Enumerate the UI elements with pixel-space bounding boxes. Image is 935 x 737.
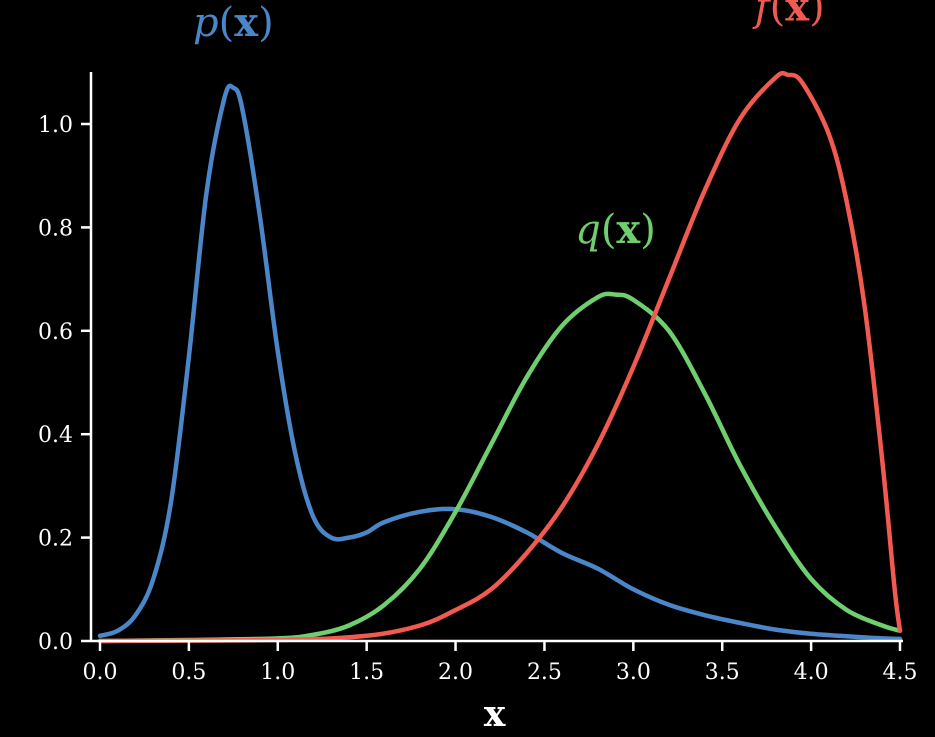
series-label-q: q(x)	[575, 206, 656, 253]
x-tick-label: 1.5	[349, 660, 384, 685]
series-label-arg: x	[616, 206, 641, 253]
series-label-p: p(x)	[193, 0, 274, 46]
x-tick-label: 3.0	[616, 660, 651, 685]
series-label-paren-close: )	[640, 207, 656, 253]
series-label-paren-close: )	[809, 0, 825, 31]
series-line-fx	[97, 70, 903, 644]
y-tick-label: 0.0	[38, 630, 73, 655]
series-label-fn: q	[575, 207, 601, 253]
x-tick-label: 0.0	[83, 660, 118, 685]
series-line-qx	[97, 291, 903, 644]
series-label-f: f(x)	[752, 0, 825, 31]
x-tick-label: 2.0	[438, 660, 473, 685]
y-tick-label: 0.4	[38, 423, 73, 448]
series-label-paren-close: )	[258, 0, 274, 46]
series-label-paren-open: (	[219, 0, 235, 46]
x-tick-label: 4.5	[883, 660, 918, 685]
x-tick-label: 1.0	[260, 660, 295, 685]
x-axis-label: x	[484, 693, 506, 735]
x-tick-label: 2.5	[527, 660, 562, 685]
x-tick-label: 3.5	[705, 660, 740, 685]
series-label-arg: x	[785, 0, 810, 31]
series-label-paren-open: (	[601, 207, 617, 253]
series-label-paren-open: (	[770, 0, 786, 31]
series-labels-group: p(x)q(x)f(x)	[193, 0, 825, 253]
x-tick-label: 0.5	[171, 660, 206, 685]
axes-group: 0.0 0.5 1.0 1.5 2.0 2.5 3.0 3.5 4.0 4.5 0.0 0.2 0.4 0…	[38, 72, 918, 685]
y-tick-label: 0.2	[38, 527, 73, 552]
series-label-arg: x	[234, 0, 259, 46]
y-tick-label: 0.6	[38, 320, 73, 345]
plot-series-group	[97, 70, 903, 644]
y-tick-label: 0.8	[38, 216, 73, 241]
series-label-fn: p	[193, 0, 219, 46]
y-tick-label: 1.0	[38, 113, 73, 138]
series-line-px	[97, 83, 903, 642]
x-tick-label: 4.0	[794, 660, 829, 685]
